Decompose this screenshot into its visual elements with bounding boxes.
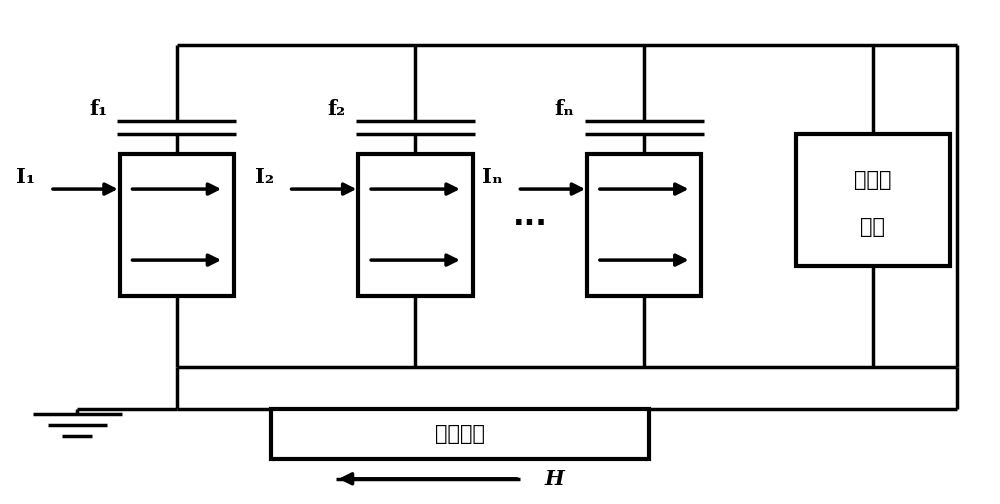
Text: f₂: f₂ — [328, 99, 346, 118]
Text: H: H — [545, 469, 565, 489]
Text: 波器: 波器 — [860, 217, 885, 237]
Text: fₙ: fₙ — [555, 99, 575, 118]
Bar — [358, 154, 473, 296]
Bar — [796, 134, 950, 266]
Text: ···: ··· — [512, 210, 547, 239]
Text: 电磁线圈: 电磁线圈 — [435, 424, 485, 444]
Bar — [587, 154, 701, 296]
Text: I₂: I₂ — [255, 167, 274, 186]
Text: f₁: f₁ — [89, 99, 107, 118]
Text: Iₙ: Iₙ — [482, 167, 502, 186]
Text: 带通滤: 带通滤 — [854, 170, 892, 190]
Text: I₁: I₁ — [16, 167, 35, 186]
Bar — [271, 409, 649, 459]
Bar — [120, 154, 234, 296]
